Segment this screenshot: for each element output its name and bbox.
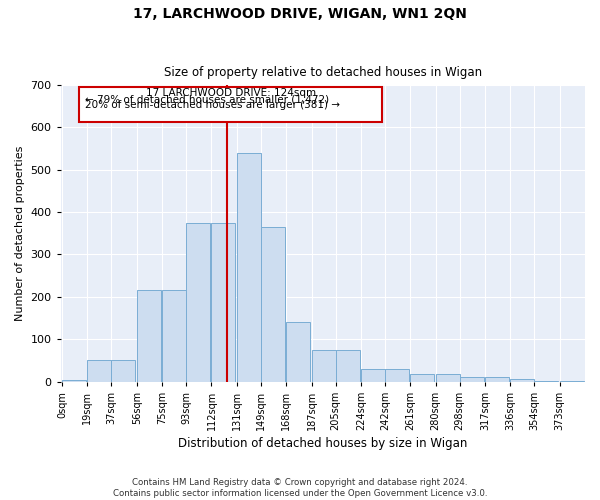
Bar [560,381,584,382]
Bar [211,222,235,382]
Bar [510,378,535,382]
Bar [460,378,484,382]
Bar [62,380,86,382]
Text: 17 LARCHWOOD DRIVE: 124sqm: 17 LARCHWOOD DRIVE: 124sqm [146,88,316,98]
Bar [335,350,359,382]
Bar [485,378,509,382]
Bar [112,360,136,382]
Text: 17, LARCHWOOD DRIVE, WIGAN, WN1 2QN: 17, LARCHWOOD DRIVE, WIGAN, WN1 2QN [133,8,467,22]
Bar [79,86,382,122]
Bar [286,322,310,382]
Bar [436,374,460,382]
Text: ← 79% of detached houses are smaller (1,472): ← 79% of detached houses are smaller (1,… [85,94,329,104]
Bar [410,374,434,382]
Title: Size of property relative to detached houses in Wigan: Size of property relative to detached ho… [164,66,482,80]
Bar [535,381,559,382]
Bar [137,290,161,382]
Bar [311,350,335,382]
Bar [88,360,112,382]
Bar [162,290,186,382]
Y-axis label: Number of detached properties: Number of detached properties [15,146,25,321]
Bar [361,369,385,382]
Bar [261,227,285,382]
Bar [186,222,210,382]
X-axis label: Distribution of detached houses by size in Wigan: Distribution of detached houses by size … [178,437,467,450]
Text: Contains HM Land Registry data © Crown copyright and database right 2024.
Contai: Contains HM Land Registry data © Crown c… [113,478,487,498]
Bar [385,369,409,382]
Text: 20% of semi-detached houses are larger (381) →: 20% of semi-detached houses are larger (… [85,100,340,110]
Bar [237,152,261,382]
